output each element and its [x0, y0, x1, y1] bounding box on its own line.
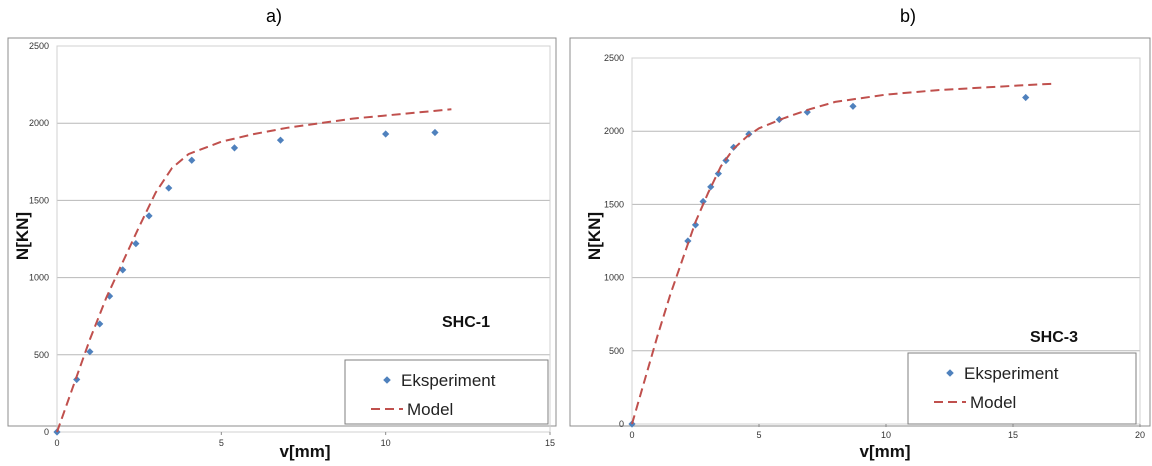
plot-area [56, 45, 551, 433]
experiment-point [431, 128, 439, 137]
specimen-annotation: SHC-3 [1030, 329, 1078, 346]
y-tick-label: 500 [609, 346, 624, 356]
experiment-point [707, 183, 715, 191]
experiment-point [96, 320, 104, 328]
legend-label: Eksperiment [964, 364, 1059, 383]
y-tick-label: 1000 [29, 273, 49, 283]
experiment-point [132, 240, 140, 248]
x-tick-label: 5 [756, 430, 761, 440]
experiment-point [684, 237, 692, 245]
specimen-annotation: SHC-1 [442, 314, 490, 331]
y-tick-label: 1000 [604, 273, 624, 283]
experiment-point [775, 115, 783, 124]
experiment-point [730, 143, 738, 151]
y-axis-title: N[KN] [585, 212, 604, 260]
x-tick-label: 20 [1135, 430, 1145, 440]
y-tick-label: 0 [619, 419, 624, 429]
x-tick-label: 0 [629, 430, 634, 440]
legend-label: Model [970, 393, 1016, 412]
experiment-point [803, 108, 811, 116]
experiment-point [145, 212, 153, 220]
model-series-line [56, 108, 452, 433]
x-tick-label: 0 [54, 438, 59, 448]
x-tick-label: 15 [545, 438, 555, 448]
y-tick-label: 500 [34, 350, 49, 360]
x-tick-label: 15 [1008, 430, 1018, 440]
legend-box [907, 352, 1137, 425]
y-tick-label: 0 [44, 427, 49, 437]
experiment-point [849, 102, 857, 110]
x-tick-label: 10 [381, 438, 391, 448]
experiment-point [230, 144, 239, 152]
experiment-point [86, 348, 94, 356]
experiment-point [699, 197, 707, 206]
chart-a: 0 500 1000 1500 2000 2500 0 5 10 15 v[mm] N[KN] SHC-… [7, 37, 557, 461]
x-axis-title: v[mm] [859, 442, 910, 461]
panel-a-label: a) [266, 6, 283, 26]
legend-label: Eksperiment [401, 371, 496, 390]
legend-label: Model [407, 400, 453, 419]
y-tick-label: 1500 [604, 199, 624, 209]
legend: Eksperiment Model [907, 352, 1137, 425]
y-tick-label: 2000 [29, 118, 49, 128]
y-tick-label: 2500 [604, 53, 624, 63]
x-tick-label: 10 [881, 430, 891, 440]
y-tick-label: 1500 [29, 195, 49, 205]
y-axis-title: N[KN] [13, 212, 32, 260]
chart-b: 0 500 1000 1500 2000 2500 0 5 10 15 20 v[mm] N[KN] SH… [569, 37, 1151, 461]
experiment-point [188, 156, 196, 164]
x-axis-title: v[mm] [279, 442, 330, 461]
experiment-point [691, 221, 700, 229]
experiment-point [276, 136, 285, 144]
legend: Eksperiment Model [344, 359, 549, 425]
legend-box [344, 359, 549, 425]
experiment-point [382, 130, 390, 138]
legend-experiment-swatch [383, 376, 391, 384]
y-tick-label: 2500 [29, 41, 49, 51]
legend-experiment-swatch [946, 369, 954, 377]
experiment-point [1022, 93, 1030, 102]
y-tick-label: 2000 [604, 126, 624, 136]
experiment-point [73, 375, 81, 384]
x-tick-label: 5 [219, 438, 224, 448]
panel-b-label: b) [900, 6, 917, 26]
model-series-line [631, 82, 1057, 425]
experiment-point [165, 184, 173, 192]
experiment-point [714, 170, 722, 178]
